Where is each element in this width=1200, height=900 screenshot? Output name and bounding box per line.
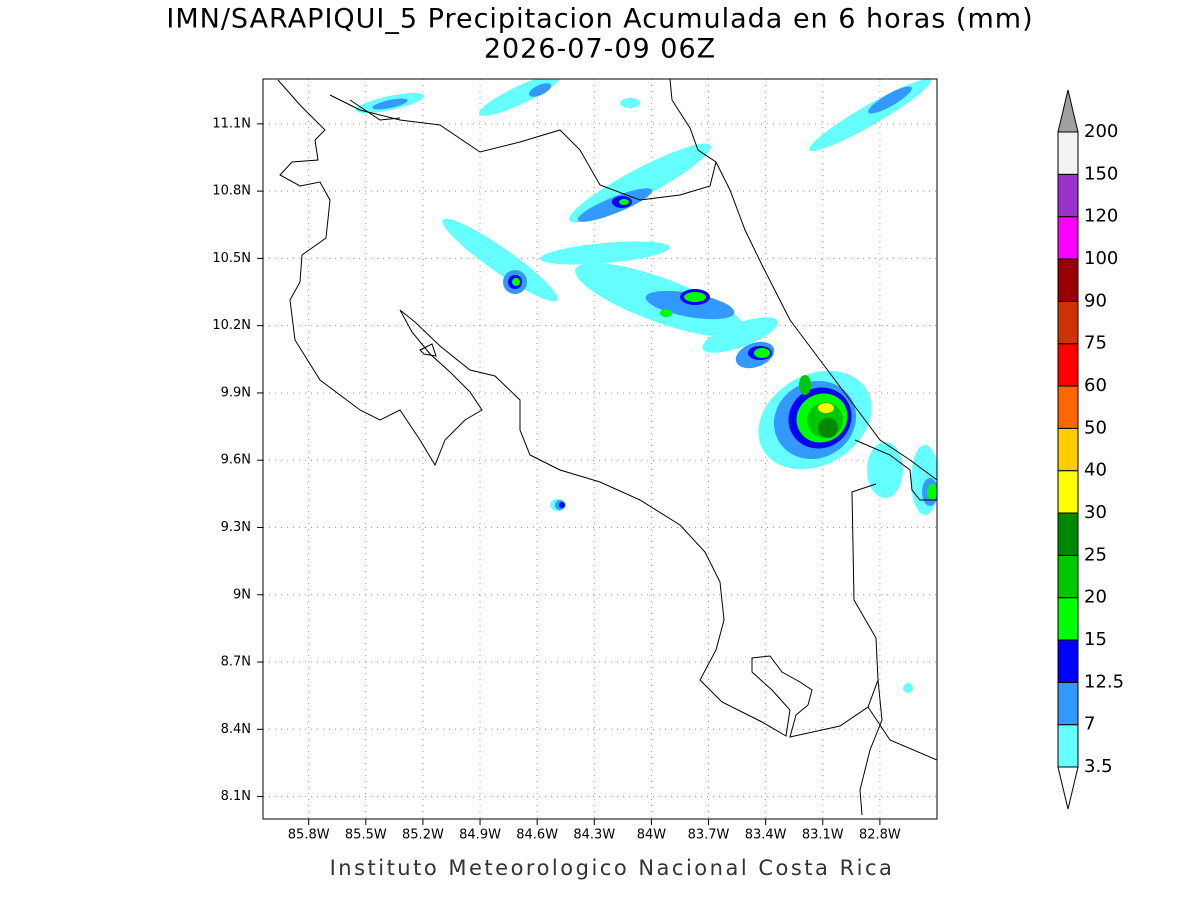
y-tick-label: 9.9N <box>221 385 251 400</box>
colorbar-label: 20 <box>1084 587 1107 608</box>
y-tick-label: 11.1N <box>212 116 251 131</box>
colorbar-label: 60 <box>1084 375 1107 396</box>
colorbar-box <box>1057 681 1079 726</box>
colorbar-box <box>1057 512 1079 556</box>
colorbar-label: 40 <box>1084 460 1107 481</box>
colorbar-label: 90 <box>1084 290 1107 311</box>
x-tick-label: 84.3W <box>573 828 615 843</box>
colorbar-label: 50 <box>1084 417 1107 438</box>
title: IMN/SARAPIQUI_5 Precipitacion Acumulada … <box>166 4 1033 35</box>
coastlines <box>277 79 937 816</box>
colorbar-over <box>1057 89 1079 133</box>
x-tick-label: 84.9W <box>459 828 501 843</box>
y-tick-label: 9.3N <box>221 520 251 535</box>
colorbar-box <box>1057 597 1079 641</box>
y-tick-label: 8.7N <box>221 655 251 670</box>
y-tick-label: 8.4N <box>221 722 251 737</box>
colorbar-label: 3.5 <box>1084 756 1113 777</box>
y-tick-label: 10.2N <box>212 318 251 333</box>
colorbar-box <box>1057 131 1079 175</box>
colorbar-box <box>1057 300 1079 345</box>
colorbar-label: 120 <box>1084 206 1118 227</box>
x-tick-label: 83.7W <box>688 828 730 843</box>
colorbar-under <box>1057 766 1079 810</box>
precipitation-field <box>355 79 937 693</box>
x-tick-label: 83.1W <box>802 828 844 843</box>
y-tick-label: 9N <box>233 587 251 602</box>
colorbar-label: 200 <box>1084 121 1118 142</box>
y-tick-label: 8.1N <box>221 789 251 804</box>
x-tick-label: 83.4W <box>745 828 787 843</box>
colorbar-box <box>1057 385 1079 429</box>
x-tick-label: 85.2W <box>402 828 444 843</box>
y-tick-label: 9.6N <box>221 453 251 468</box>
x-tick-label: 85.5W <box>345 828 387 843</box>
colorbar-label: 75 <box>1084 333 1107 354</box>
y-tick-label: 10.8N <box>212 184 251 199</box>
subtitle: 2026-07-09 06Z <box>484 34 716 65</box>
x-tick-label: 85.8W <box>288 828 330 843</box>
colorbar-label: 7 <box>1084 714 1095 735</box>
plot-frame <box>262 78 938 820</box>
colorbar-box <box>1057 427 1079 472</box>
colorbar-box <box>1057 639 1079 683</box>
colorbar-label: 150 <box>1084 163 1118 184</box>
footer: Instituto Meteorologico Nacional Costa R… <box>330 856 895 880</box>
colorbar-label: 100 <box>1084 248 1118 269</box>
colorbar-label: 15 <box>1084 629 1107 650</box>
colorbar-label: 25 <box>1084 544 1107 565</box>
colorbar-box <box>1057 216 1079 260</box>
x-tick-label: 84.6W <box>516 828 558 843</box>
colorbar-box <box>1057 343 1079 387</box>
colorbar-box <box>1057 173 1079 218</box>
colorbar-box <box>1057 258 1079 302</box>
x-tick-label: 82.8W <box>859 828 901 843</box>
colorbar-label: 30 <box>1084 502 1107 523</box>
colorbar-box <box>1057 724 1079 768</box>
x-tick-label: 84W <box>637 828 667 843</box>
colorbar-label: 12.5 <box>1084 671 1124 692</box>
colorbar-box <box>1057 470 1079 514</box>
colorbar-box <box>1057 554 1079 599</box>
y-tick-label: 10.5N <box>212 251 251 266</box>
